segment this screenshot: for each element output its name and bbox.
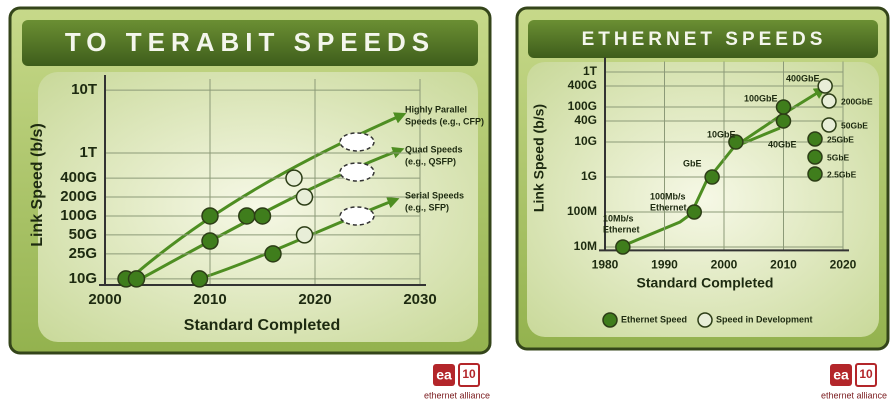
legend-swatch <box>697 312 713 328</box>
logo-mark-text: ea <box>833 367 849 383</box>
y-tick-label: 100G <box>60 207 97 224</box>
y-tick-label: 40G <box>574 113 597 127</box>
x-tick-label: 2000 <box>711 258 738 272</box>
data-point <box>201 207 219 225</box>
data-point <box>253 207 272 225</box>
speed-key <box>807 131 823 147</box>
annotation: Highly Parallel <box>405 104 467 114</box>
point-label: 100Mb/s <box>650 191 686 201</box>
x-tick-label: 2020 <box>298 291 331 308</box>
y-tick-label: 1T <box>79 144 97 161</box>
data-point <box>817 78 833 94</box>
y-tick-label: 25G <box>69 245 97 262</box>
y-tick-label: 100M <box>567 204 597 218</box>
y-axis-label: Link Speed (b/s) <box>531 104 547 212</box>
speed-key-label: 2.5GbE <box>827 169 857 179</box>
x-tick-label: 2010 <box>193 291 226 308</box>
y-tick-label: 1T <box>583 64 598 78</box>
logo-mark <box>433 364 455 386</box>
future-point <box>339 162 375 182</box>
chart-title: ETHERNET SPEEDS <box>582 29 827 50</box>
y-tick-label: 200G <box>60 188 97 205</box>
logo-mark-text: ea <box>436 367 452 383</box>
title-banner <box>528 20 878 58</box>
point-label: Ethernet <box>650 202 687 212</box>
logo-badge-text: 10 <box>462 367 476 381</box>
x-axis-label: Standard Completed <box>637 275 774 291</box>
y-tick-label: 10G <box>574 134 597 148</box>
future-point <box>339 132 375 152</box>
x-tick-label: 1980 <box>592 258 619 272</box>
annotation: Speeds (e.g., CFP) <box>405 116 484 126</box>
speed-key <box>807 166 823 182</box>
chart-title: TO TERABIT SPEEDS <box>65 27 435 57</box>
y-tick-label: 10G <box>69 270 97 287</box>
x-tick-label: 2010 <box>770 258 797 272</box>
speed-key-label: 25GbE <box>827 134 854 144</box>
y-tick-label: 400G <box>60 169 97 186</box>
y-tick-label: 100G <box>568 99 597 113</box>
speed-key <box>807 149 823 165</box>
speed-key-label: 200GbE <box>841 96 873 106</box>
data-point <box>775 113 792 129</box>
annotation: Quad Speeds <box>405 144 463 154</box>
annotation: (e.g., QSFP) <box>405 156 456 166</box>
data-point <box>285 169 303 187</box>
future-point <box>339 206 375 226</box>
data-point <box>127 270 146 288</box>
x-axis-label: Standard Completed <box>184 317 340 334</box>
point-label: 10Mb/s <box>603 213 634 223</box>
x-tick-label: 1990 <box>651 258 678 272</box>
data-point <box>201 232 219 250</box>
data-point <box>295 188 314 206</box>
data-point <box>190 270 209 288</box>
speed-key <box>821 93 837 109</box>
trend-arrow <box>132 112 407 278</box>
logo-mark <box>830 364 852 386</box>
data-point <box>238 207 256 225</box>
point-label: GbE <box>683 158 702 168</box>
logo-text: ethernet alliance <box>424 390 490 400</box>
speed-key-label: 50GbE <box>841 120 868 130</box>
logo-badge <box>855 363 877 387</box>
logo-badge <box>458 363 480 387</box>
y-axis-label: Link Speed (b/s) <box>29 123 46 247</box>
data-point <box>615 239 631 255</box>
x-tick-label: 2030 <box>403 291 436 308</box>
point-label: Ethernet <box>603 224 640 234</box>
legend-label: Speed in Development <box>716 314 813 324</box>
data-point <box>295 226 314 244</box>
x-tick-label: 2000 <box>88 291 121 308</box>
y-tick-label: 50G <box>69 226 97 243</box>
logo-badge-text: 10 <box>859 367 873 381</box>
annotation: (e.g., SFP) <box>405 202 449 212</box>
logo-text: ethernet alliance <box>821 390 887 400</box>
data-point <box>704 169 720 185</box>
trend-arrow <box>143 146 405 279</box>
legend-label: Ethernet Speed <box>621 314 687 324</box>
y-tick-label: 1G <box>581 169 597 183</box>
data-point <box>775 99 792 115</box>
point-label: 40GbE <box>768 139 797 149</box>
data-point <box>264 245 282 263</box>
y-tick-label: 400G <box>568 78 597 92</box>
annotation: Serial Speeds <box>405 190 464 200</box>
speed-key <box>821 117 837 133</box>
y-tick-label: 10M <box>574 239 597 253</box>
title-banner <box>22 20 478 66</box>
legend-swatch <box>602 312 618 328</box>
point-label: 400GbE <box>786 73 820 83</box>
plot-area <box>527 62 879 337</box>
x-tick-label: 2020 <box>830 258 857 272</box>
point-label: 100GbE <box>744 93 778 103</box>
y-tick-label: 10T <box>71 81 97 98</box>
data-point <box>728 134 744 150</box>
point-label: 10GbE <box>707 129 736 139</box>
speed-key-label: 5GbE <box>827 152 850 162</box>
data-point <box>686 204 702 220</box>
